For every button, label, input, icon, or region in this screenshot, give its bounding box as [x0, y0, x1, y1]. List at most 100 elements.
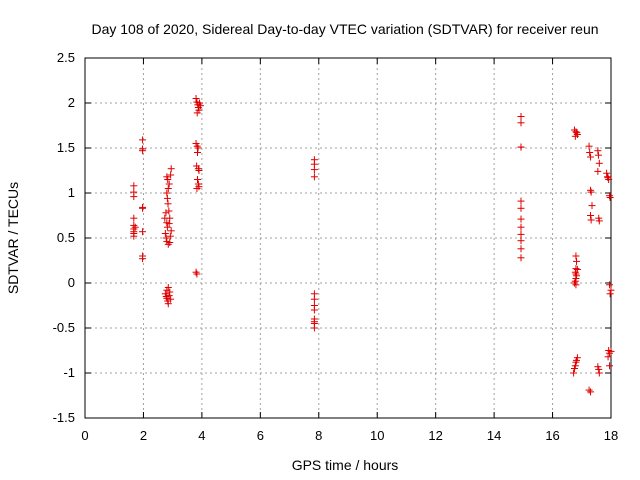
data-point — [594, 167, 602, 175]
y-tick-labels: -1.5 -1 -0.5 0 0.5 1 1.5 2 2.5 — [53, 50, 75, 425]
data-point — [166, 232, 174, 240]
data-point — [165, 180, 173, 188]
data-point — [193, 270, 201, 278]
data-point — [162, 293, 170, 300]
data-point — [130, 182, 138, 190]
data-point — [606, 349, 614, 357]
data-point — [517, 230, 525, 238]
data-point — [310, 166, 318, 174]
data-point — [570, 365, 578, 372]
x-tick-label: 6 — [257, 428, 264, 443]
data-point — [604, 353, 612, 361]
x-tick-label: 18 — [604, 428, 618, 443]
data-point — [164, 240, 172, 248]
data-point — [166, 239, 174, 246]
data-point — [139, 136, 147, 144]
data-point — [139, 228, 147, 236]
data-point — [194, 176, 202, 183]
data-point — [573, 356, 581, 364]
x-tick-label: 12 — [428, 428, 442, 443]
data-point — [310, 173, 318, 181]
y-tick-label: -1.5 — [53, 410, 75, 425]
data-point — [572, 358, 580, 366]
data-point — [570, 369, 578, 377]
data-point — [165, 207, 173, 215]
data-point — [594, 151, 602, 159]
data-point — [604, 174, 612, 182]
x-tick-labels: 0 2 4 6 8 10 12 14 16 18 — [81, 428, 618, 443]
y-tick-label: 0 — [68, 275, 75, 290]
y-tick-label: -1 — [63, 365, 75, 380]
data-point — [164, 300, 172, 308]
data-point — [605, 176, 613, 183]
chart-title: Day 108 of 2020, Sidereal Day-to-day VTE… — [91, 21, 598, 37]
data-point — [607, 286, 615, 294]
data-point — [167, 227, 175, 235]
data-point — [517, 254, 525, 262]
y-tick-label: 1.5 — [57, 140, 75, 155]
data-point — [310, 306, 318, 314]
data-point — [587, 212, 595, 219]
x-tick-label: 8 — [315, 428, 322, 443]
data-point — [606, 192, 614, 200]
y-tick-label: -0.5 — [53, 320, 75, 335]
data-point — [606, 281, 614, 289]
data-point — [587, 153, 595, 161]
data-point — [164, 200, 172, 208]
x-tick-label: 2 — [140, 428, 147, 443]
data-point — [603, 169, 611, 177]
data-point — [572, 281, 580, 289]
data-point — [192, 268, 200, 276]
x-tick-label: 4 — [198, 428, 205, 443]
data-point — [587, 388, 595, 396]
data-point — [587, 216, 595, 224]
data-point — [595, 217, 603, 225]
data-point — [310, 324, 318, 332]
y-tick-label: 2 — [68, 95, 75, 110]
data-point — [161, 230, 169, 237]
data-point — [194, 165, 202, 173]
data-point — [193, 142, 201, 150]
data-point — [193, 109, 201, 117]
data-point — [167, 165, 175, 173]
data-point — [167, 295, 175, 303]
data-point — [585, 142, 593, 150]
data-point — [517, 113, 525, 120]
data-point — [572, 252, 580, 260]
data-point — [570, 279, 578, 287]
data-point — [587, 188, 595, 196]
data-point — [573, 129, 581, 137]
data-point — [130, 214, 138, 222]
y-tick-label: 0.5 — [57, 230, 75, 245]
x-tick-label: 14 — [487, 428, 501, 443]
data-point — [606, 194, 614, 201]
y-tick-label: 1 — [68, 185, 75, 200]
data-point — [163, 286, 171, 294]
data-point — [586, 149, 594, 156]
data-point — [165, 292, 173, 300]
y-tick-label: 2.5 — [57, 50, 75, 65]
data-point — [163, 223, 171, 231]
data-point — [162, 234, 170, 242]
data-point — [163, 189, 171, 197]
data-point — [162, 209, 170, 217]
data-point — [517, 119, 525, 127]
data-point — [571, 277, 579, 285]
data-point — [195, 167, 203, 174]
data-point — [139, 255, 147, 263]
data-point — [166, 214, 174, 222]
data-point — [166, 288, 174, 296]
grid-lines — [85, 58, 611, 418]
data-point — [607, 347, 615, 355]
data-point — [164, 185, 172, 192]
data-point — [517, 237, 525, 245]
data-point — [139, 147, 147, 155]
data-point — [585, 386, 593, 394]
data-point — [165, 220, 173, 228]
data-point — [130, 232, 138, 240]
data-point — [606, 290, 614, 298]
data-point — [310, 295, 318, 303]
data-point — [131, 223, 139, 231]
data-point — [587, 186, 595, 194]
